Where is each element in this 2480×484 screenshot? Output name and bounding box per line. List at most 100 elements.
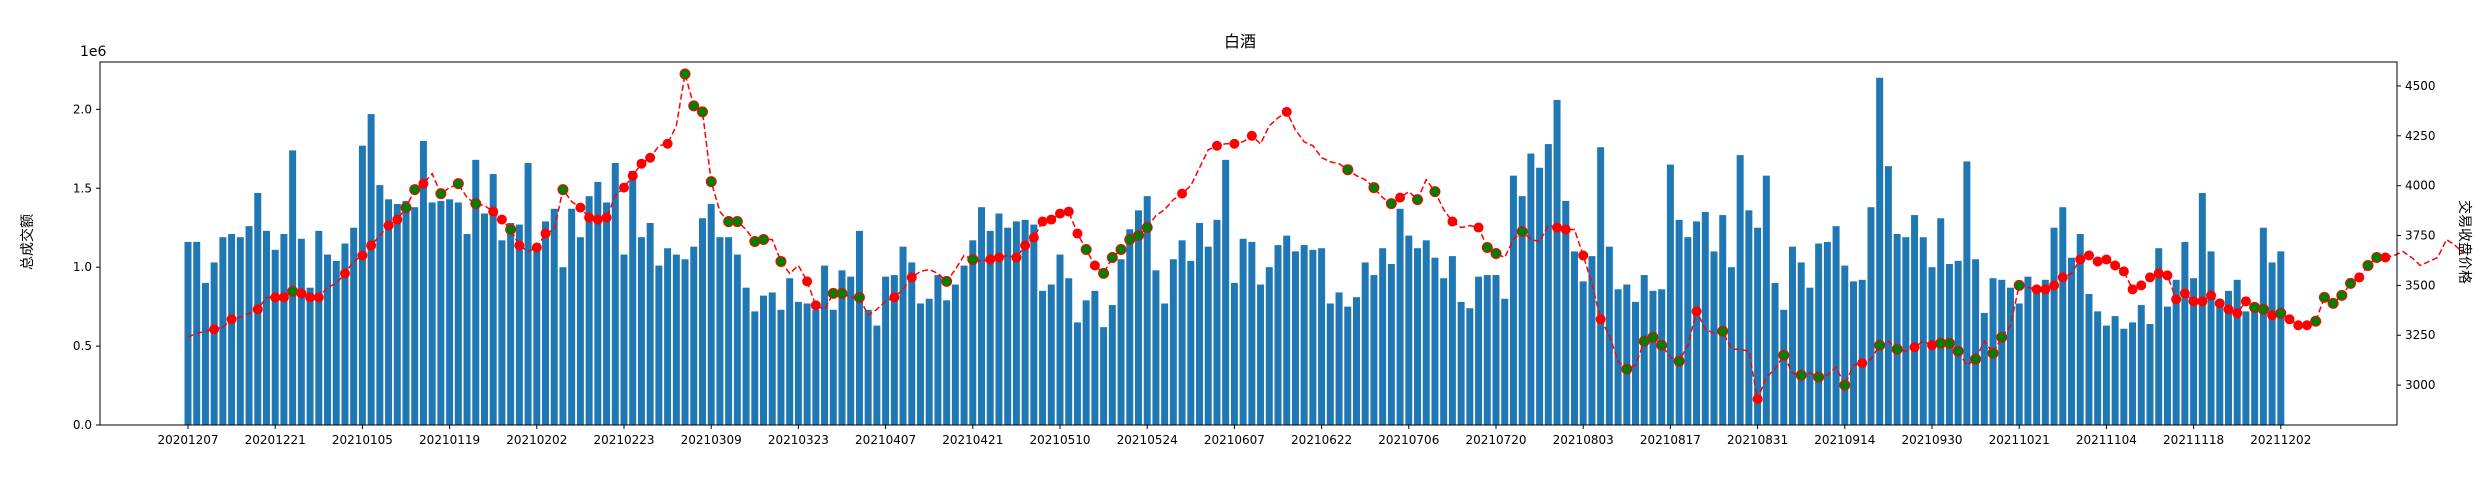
sell-marker — [1229, 138, 1240, 149]
left-y-axis-label: 总成交额 — [19, 214, 36, 270]
buy-marker — [1647, 331, 1659, 343]
buy-marker — [1874, 339, 1886, 351]
sell-marker — [2206, 290, 2217, 301]
bar — [698, 218, 706, 425]
sell-marker — [2293, 320, 2304, 331]
bar — [1666, 164, 1674, 425]
buy-marker — [1987, 347, 1999, 359]
bar — [890, 275, 898, 425]
bar — [803, 303, 811, 425]
sell-marker — [252, 304, 263, 315]
bar — [1972, 259, 1980, 425]
right-tick-label: 4500 — [2405, 79, 2436, 93]
bar — [1858, 279, 1866, 425]
x-tick-label: 20210421 — [942, 433, 1003, 447]
buy-marker — [696, 106, 708, 118]
bar — [559, 267, 567, 425]
bar — [2015, 303, 2023, 425]
buy-marker — [2275, 307, 2287, 319]
x-tick-label: 20210930 — [1901, 433, 1962, 447]
chart-title: 白酒 — [1224, 32, 1256, 51]
bar — [2146, 323, 2154, 425]
sell-marker — [1578, 250, 1589, 261]
bar — [2251, 309, 2259, 425]
sell-marker — [2188, 296, 2199, 307]
sell-marker — [575, 202, 586, 213]
bar — [533, 246, 541, 425]
bar — [690, 246, 698, 425]
bar — [1082, 300, 1090, 425]
sell-marker — [592, 214, 603, 225]
plot-frame — [99, 61, 2398, 426]
sell-marker — [540, 228, 551, 239]
buy-marker — [2013, 279, 2025, 291]
buy-marker — [287, 285, 299, 297]
bar — [1640, 275, 1648, 425]
bar — [585, 196, 593, 425]
bar — [1797, 262, 1805, 425]
sell-marker — [2136, 280, 2147, 291]
buy-marker — [1516, 226, 1528, 238]
left-tick-label: 2.0 — [73, 102, 92, 116]
bar — [1475, 276, 1483, 425]
bar — [428, 202, 436, 425]
bar — [2207, 251, 2215, 425]
bar — [1143, 196, 1151, 425]
buy-marker — [1621, 363, 1633, 375]
bar — [1527, 153, 1535, 426]
right-tick-label: 4000 — [2405, 179, 2436, 193]
bar — [2041, 279, 2049, 425]
buy-marker — [435, 188, 447, 200]
bar — [1326, 303, 1334, 425]
buy-marker — [470, 198, 482, 210]
sell-marker — [270, 292, 281, 303]
bar — [1370, 275, 1378, 425]
sell-marker — [889, 292, 900, 303]
bar — [1466, 308, 1474, 425]
bar — [1091, 290, 1099, 425]
bar — [864, 309, 872, 425]
bar — [2216, 300, 2224, 425]
buy-marker — [1673, 355, 1685, 367]
bar — [637, 237, 645, 425]
bar — [1518, 196, 1526, 425]
bar — [1850, 281, 1858, 425]
bar — [472, 159, 480, 425]
sell-marker — [601, 212, 612, 223]
bar — [1998, 279, 2006, 425]
bar — [1719, 215, 1727, 425]
bar — [1579, 281, 1587, 425]
bar — [1108, 305, 1116, 425]
bar — [1483, 275, 1491, 425]
x-tick-label: 20211104 — [2076, 433, 2137, 447]
bar — [1361, 262, 1369, 425]
sell-marker — [2380, 252, 2391, 263]
bar — [341, 243, 349, 425]
buy-marker — [1412, 194, 1424, 206]
bar — [1867, 207, 1875, 425]
bar — [1911, 215, 1919, 425]
x-tick-label: 20210223 — [593, 433, 654, 447]
price-line — [187, 73, 2465, 402]
bar — [1649, 290, 1657, 425]
sell-marker — [1037, 216, 1048, 227]
bar — [1771, 282, 1779, 425]
sell-marker — [2223, 304, 2234, 315]
bar — [1265, 267, 1273, 425]
sell-marker — [305, 292, 316, 303]
bars-layer — [184, 77, 2285, 426]
bar — [2076, 234, 2084, 425]
bar — [1919, 237, 1927, 425]
x-tick-label: 20210119 — [419, 433, 480, 447]
sell-marker — [2171, 294, 2182, 305]
bar — [2006, 287, 2014, 425]
sell-marker — [1691, 306, 1702, 317]
buy-marker — [758, 234, 770, 246]
sell-marker — [1046, 214, 1057, 225]
bar — [1902, 237, 1910, 425]
right-tick-label: 3500 — [2405, 278, 2436, 292]
x-tick-label: 20211118 — [2163, 433, 2224, 447]
bar — [1344, 306, 1352, 425]
